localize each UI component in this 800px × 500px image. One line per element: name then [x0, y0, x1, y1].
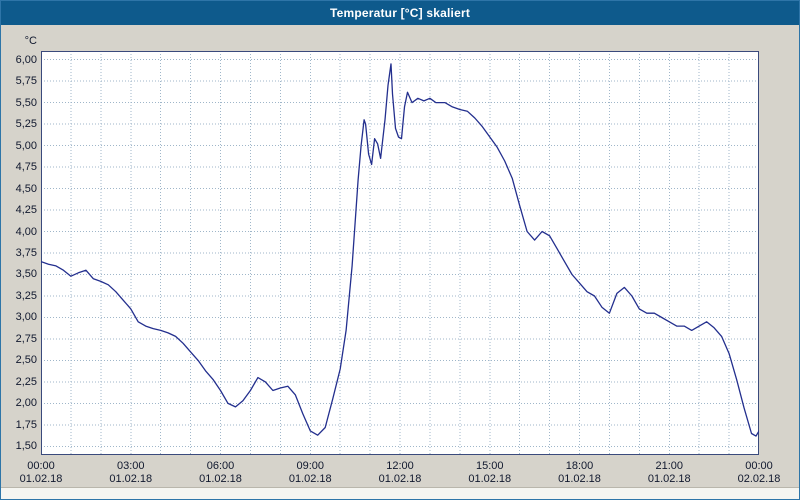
x-tick-date: 01.02.18	[109, 473, 153, 485]
x-tick-time: 00:00	[745, 460, 773, 472]
chart-title: Temperatur [°C] skaliert	[329, 6, 471, 20]
x-tick-time: 09:00	[296, 460, 325, 472]
x-axis-tick-label: 09:00 01.02.18	[280, 460, 340, 486]
x-tick-date: 01.02.18	[558, 473, 601, 485]
y-axis-tick-label: 3,50	[15, 268, 37, 281]
y-axis-tick-label: 4,25	[15, 204, 37, 217]
y-axis-tick-label: 4,50	[15, 182, 37, 195]
y-axis-tick-label: 6,00	[15, 53, 37, 66]
y-axis-tick-label: 5,00	[15, 139, 37, 152]
plot-frame	[41, 51, 759, 455]
x-tick-date: 02.02.18	[737, 473, 781, 485]
y-axis-unit-label: °C	[24, 35, 37, 47]
y-axis-tick-label: 3,75	[15, 247, 37, 259]
x-axis-tick-label: 21:00 01.02.18	[639, 460, 699, 486]
y-axis-tick-label: 3,25	[15, 289, 37, 302]
y-axis-tick-label: 2,75	[15, 332, 37, 345]
x-tick-time: 15:00	[475, 460, 504, 472]
y-axis-tick-label: 4,75	[15, 161, 37, 174]
x-tick-time: 12:00	[386, 460, 414, 472]
y-axis-tick-label: 5,50	[15, 96, 37, 109]
y-axis-tick-label: 5,75	[15, 75, 37, 88]
y-axis-tick-label: 2,50	[15, 354, 37, 367]
temperature-line	[41, 63, 759, 437]
y-axis-tick-label: 1,75	[15, 418, 37, 431]
line-chart-plot	[41, 51, 759, 455]
x-tick-date: 01.02.18	[378, 473, 422, 485]
title-bar: Temperatur [°C] skaliert	[1, 1, 799, 25]
x-tick-date: 01.02.18	[19, 473, 63, 485]
chart-area: °C 6,00 5,75 5,50 5,25 5,00 4,75 4,50 4,25 4,00 3…	[1, 25, 799, 487]
x-axis-tick-label: 00:00 01.02.18	[11, 460, 71, 486]
x-tick-time: 21:00	[655, 460, 684, 472]
x-tick-time: 06:00	[206, 460, 235, 472]
bottom-panel	[1, 487, 799, 499]
y-axis-tick-label: 1,50	[15, 440, 37, 453]
y-axis-tick-label: 2,25	[15, 375, 37, 388]
y-axis-tick-label: 4,00	[15, 225, 37, 238]
x-axis-tick-label: 06:00 01.02.18	[191, 460, 251, 486]
x-tick-time: 18:00	[565, 460, 594, 472]
x-axis-tick-label: 15:00 01.02.18	[460, 460, 520, 486]
x-tick-time: 00:00	[27, 460, 55, 472]
x-tick-date: 01.02.18	[288, 473, 332, 485]
x-tick-date: 01.02.18	[199, 473, 242, 485]
x-tick-date: 01.02.18	[468, 473, 512, 485]
x-axis-tick-label: 18:00 01.02.18	[550, 460, 610, 486]
x-axis-tick-label: 00:00 02.02.18	[729, 460, 789, 486]
x-axis-tick-label: 12:00 01.02.18	[370, 460, 430, 486]
x-axis-tick-label: 03:00 01.02.18	[101, 460, 161, 486]
x-tick-date: 01.02.18	[647, 473, 691, 485]
x-tick-time: 03:00	[116, 460, 145, 472]
y-axis-tick-label: 3,00	[15, 311, 37, 324]
y-axis-tick-label: 2,00	[15, 397, 37, 410]
y-axis-tick-label: 5,25	[15, 118, 37, 131]
